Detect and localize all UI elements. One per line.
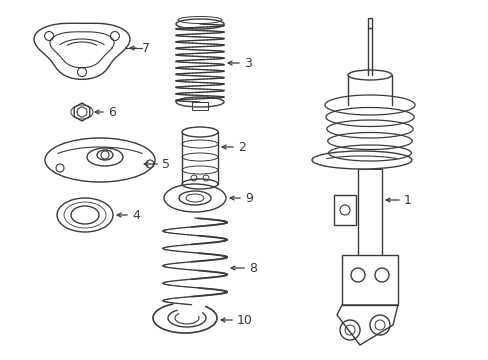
- Text: 3: 3: [244, 57, 251, 69]
- Text: 8: 8: [248, 261, 257, 274]
- Text: 1: 1: [403, 194, 411, 207]
- Text: 7: 7: [142, 41, 150, 54]
- Text: 4: 4: [132, 208, 140, 221]
- Bar: [333, 195, 355, 225]
- Text: 5: 5: [162, 158, 170, 171]
- Text: 2: 2: [238, 140, 245, 153]
- Bar: [192, 102, 207, 110]
- Text: 10: 10: [237, 314, 252, 327]
- Bar: [341, 255, 397, 305]
- Text: 9: 9: [244, 192, 252, 204]
- Text: 6: 6: [108, 105, 116, 118]
